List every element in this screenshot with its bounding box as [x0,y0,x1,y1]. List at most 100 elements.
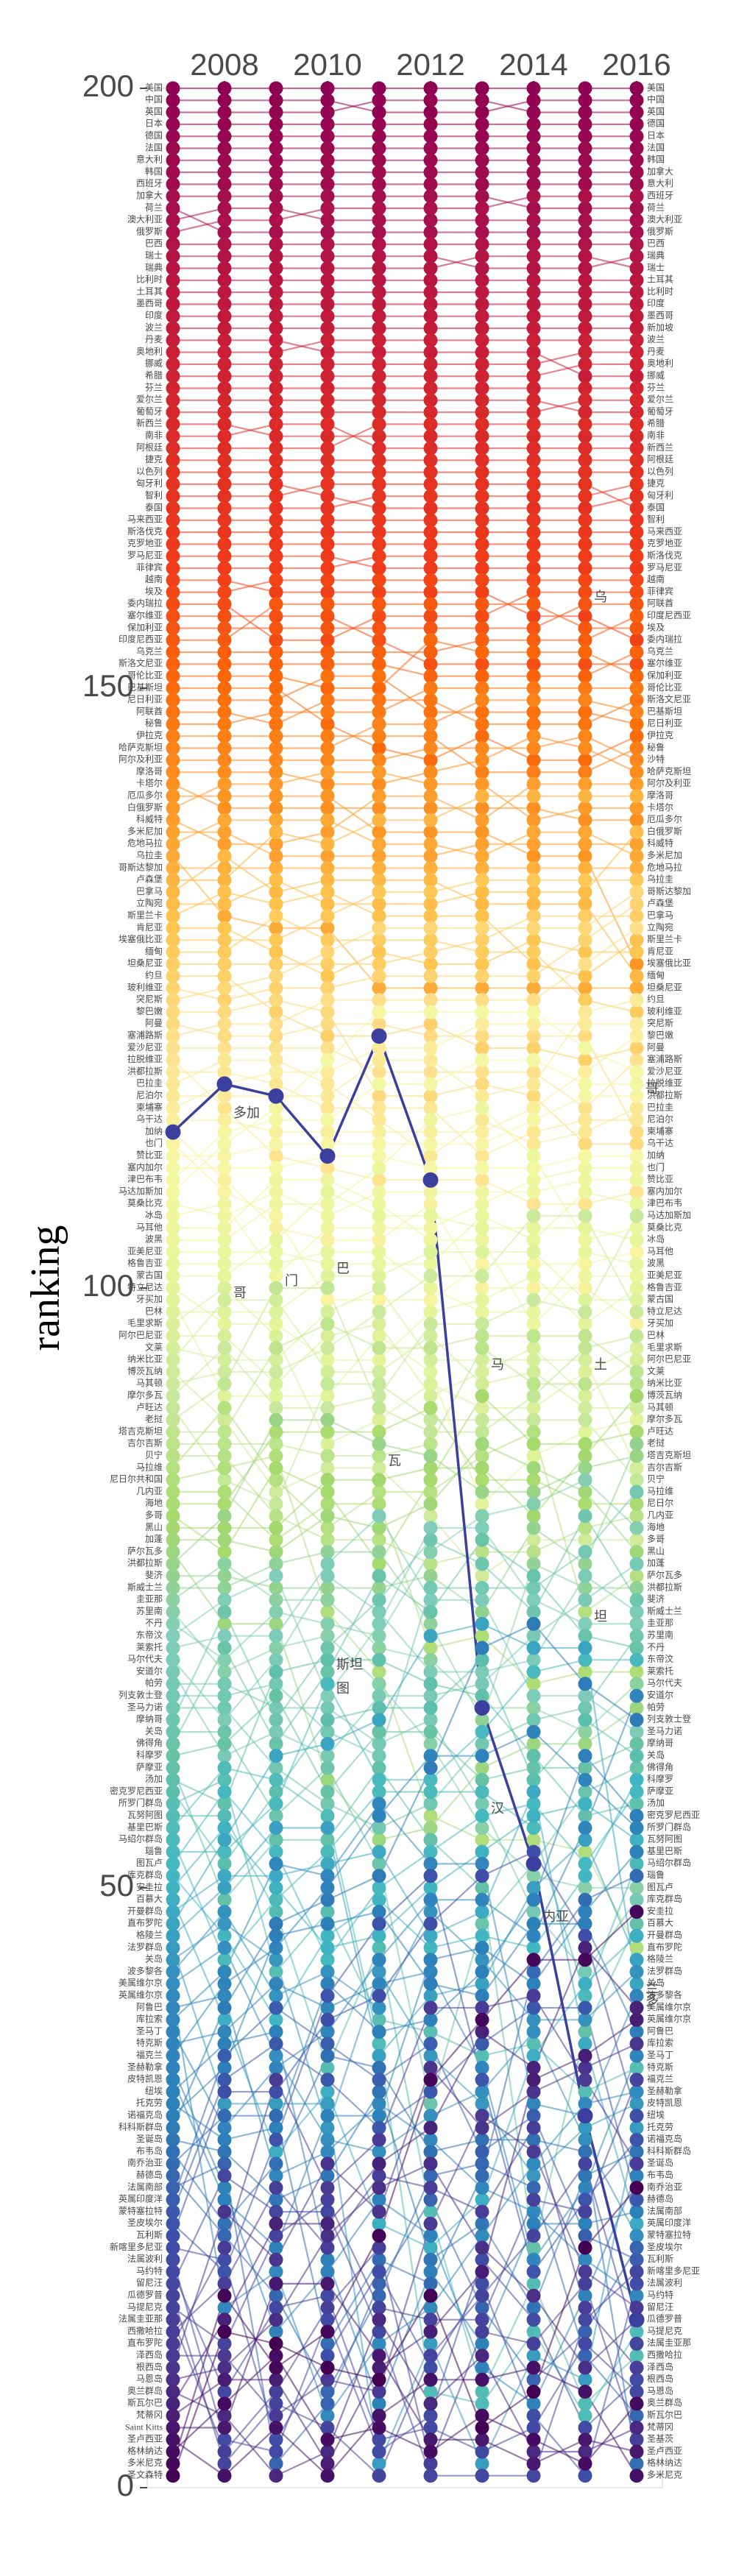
series-point [218,537,232,551]
series-point [269,597,283,611]
series-point [321,1509,335,1523]
left-rank-label: 马来西亚 [127,514,163,525]
right-rank-label: 阿曼 [647,1042,665,1052]
series-point [321,682,335,696]
series-point [321,1785,335,1799]
series-point [372,1257,386,1271]
series-point [321,2229,335,2243]
series-point [630,1653,644,1667]
left-rank-label: 瑙鲁 [145,1846,163,1856]
series-point [527,2373,541,2387]
series-point [269,2133,283,2147]
series-point [372,393,386,407]
right-rank-label: 不丹 [647,1642,665,1652]
series-point [578,1257,592,1271]
series-point [424,1821,438,1835]
series-point [527,2396,541,2410]
series-point [166,873,180,887]
right-rank-label: 海地 [647,1521,665,1532]
series-point [321,1365,335,1379]
series-point [269,993,283,1007]
series-point [321,2337,335,2351]
series-point [527,1125,541,1139]
series-point [166,1773,180,1787]
series-point [269,1041,283,1055]
series-point [475,1785,489,1799]
series-point [424,2156,438,2170]
series-point [321,2049,335,2063]
series-point [578,1989,592,2003]
right-rank-label: 美国 [647,82,665,93]
series-point [630,2025,644,2039]
series-point [218,1797,232,1811]
series-point [218,309,232,323]
left-rank-label: 葡萄牙 [136,406,163,417]
series-point [475,621,489,635]
series-point [475,1065,489,1079]
series-point [578,621,592,635]
series-point [424,1233,438,1247]
series-point [475,1317,489,1331]
series-point [578,1245,592,1259]
series-point [166,2385,180,2399]
series-point [578,1197,592,1211]
series-point [372,1089,386,1103]
series-point [475,1545,489,1559]
series-point [578,933,592,947]
series-point [372,1785,386,1799]
series-point [218,166,232,180]
series-point [630,1125,644,1139]
series-point [424,1677,438,1691]
series-point [269,2241,283,2255]
series-point [578,682,592,696]
series-point [166,309,180,323]
series-point [630,1917,644,1931]
series-point [218,477,232,491]
series-point [630,1197,644,1211]
series-point [218,1005,232,1019]
series-point [475,2001,489,2015]
series-point [321,357,335,371]
series-point [372,1113,386,1127]
series-point [166,2289,180,2303]
series-point [218,105,232,119]
series-point [578,1365,592,1379]
series-point [527,825,541,839]
series-point [630,1941,644,1955]
series-point [475,1329,489,1343]
series-point [578,213,592,227]
series-point [269,1581,283,1595]
series-point [321,2265,335,2279]
left-rank-label: 贝宁 [145,1449,163,1460]
series-point [527,2097,541,2111]
right-rank-label: 特克斯 [647,2061,673,2072]
left-rank-label: Saint Kitts [125,2421,163,2432]
series-point [578,1413,592,1427]
series-point [166,2349,180,2363]
series-point [372,2253,386,2267]
series-point [630,1437,644,1451]
series-point [424,2349,438,2363]
series-point [218,1161,232,1175]
left-rank-label: 直布罗陀 [127,2337,163,2348]
right-rank-label: 巴西 [647,238,665,249]
series-point [475,1137,489,1151]
series-point [269,429,283,443]
series-point [630,609,644,623]
callout-label: 巴 [336,1262,350,1276]
series-point [475,1161,489,1175]
series-point [269,1401,283,1415]
series-point [372,1341,386,1355]
series-point [269,1221,283,1235]
left-rank-label: 圭亚那 [136,1594,163,1604]
right-rank-label: 马绍尔群岛 [647,1857,691,1868]
series-point [578,717,592,731]
series-point [424,1917,438,1931]
series-point [372,1521,386,1535]
series-point [527,2025,541,2039]
series-point [372,1161,386,1175]
series-point [424,1221,438,1235]
series-point [321,1401,335,1415]
series-point [166,1077,180,1091]
series-point [630,657,644,671]
